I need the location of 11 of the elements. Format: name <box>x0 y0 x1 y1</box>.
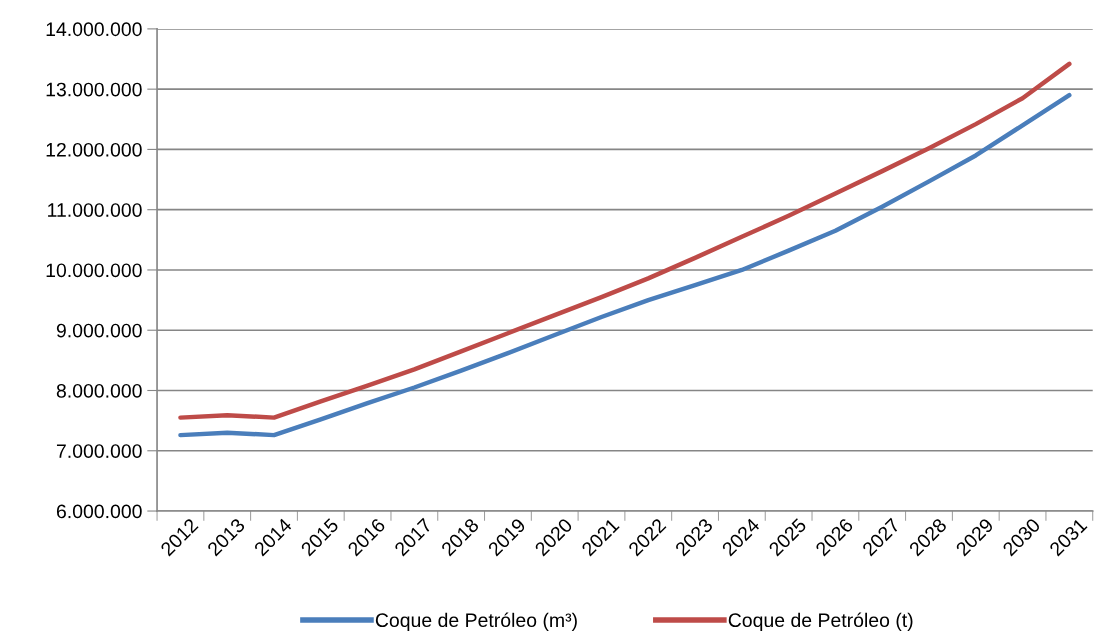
y-tick-label: 8.000.000 <box>56 383 142 398</box>
y-tick-label: 9.000.000 <box>56 323 142 338</box>
y-tick-label: 7.000.000 <box>56 444 142 458</box>
y-tick-label: 14.000.000 <box>46 22 142 37</box>
y-tick-label: 12.000.000 <box>46 142 142 157</box>
legend-label: Coque de Petróleo (m³) <box>375 612 577 631</box>
y-tick-label: 10.000.000 <box>46 263 142 278</box>
y-tick-label: 6.000.000 <box>56 504 142 519</box>
legend-label: Coque de Petróleo (t) <box>728 612 913 631</box>
y-tick-label: 11.000.000 <box>48 203 142 217</box>
y-tick-label: 13.000.000 <box>46 82 142 97</box>
